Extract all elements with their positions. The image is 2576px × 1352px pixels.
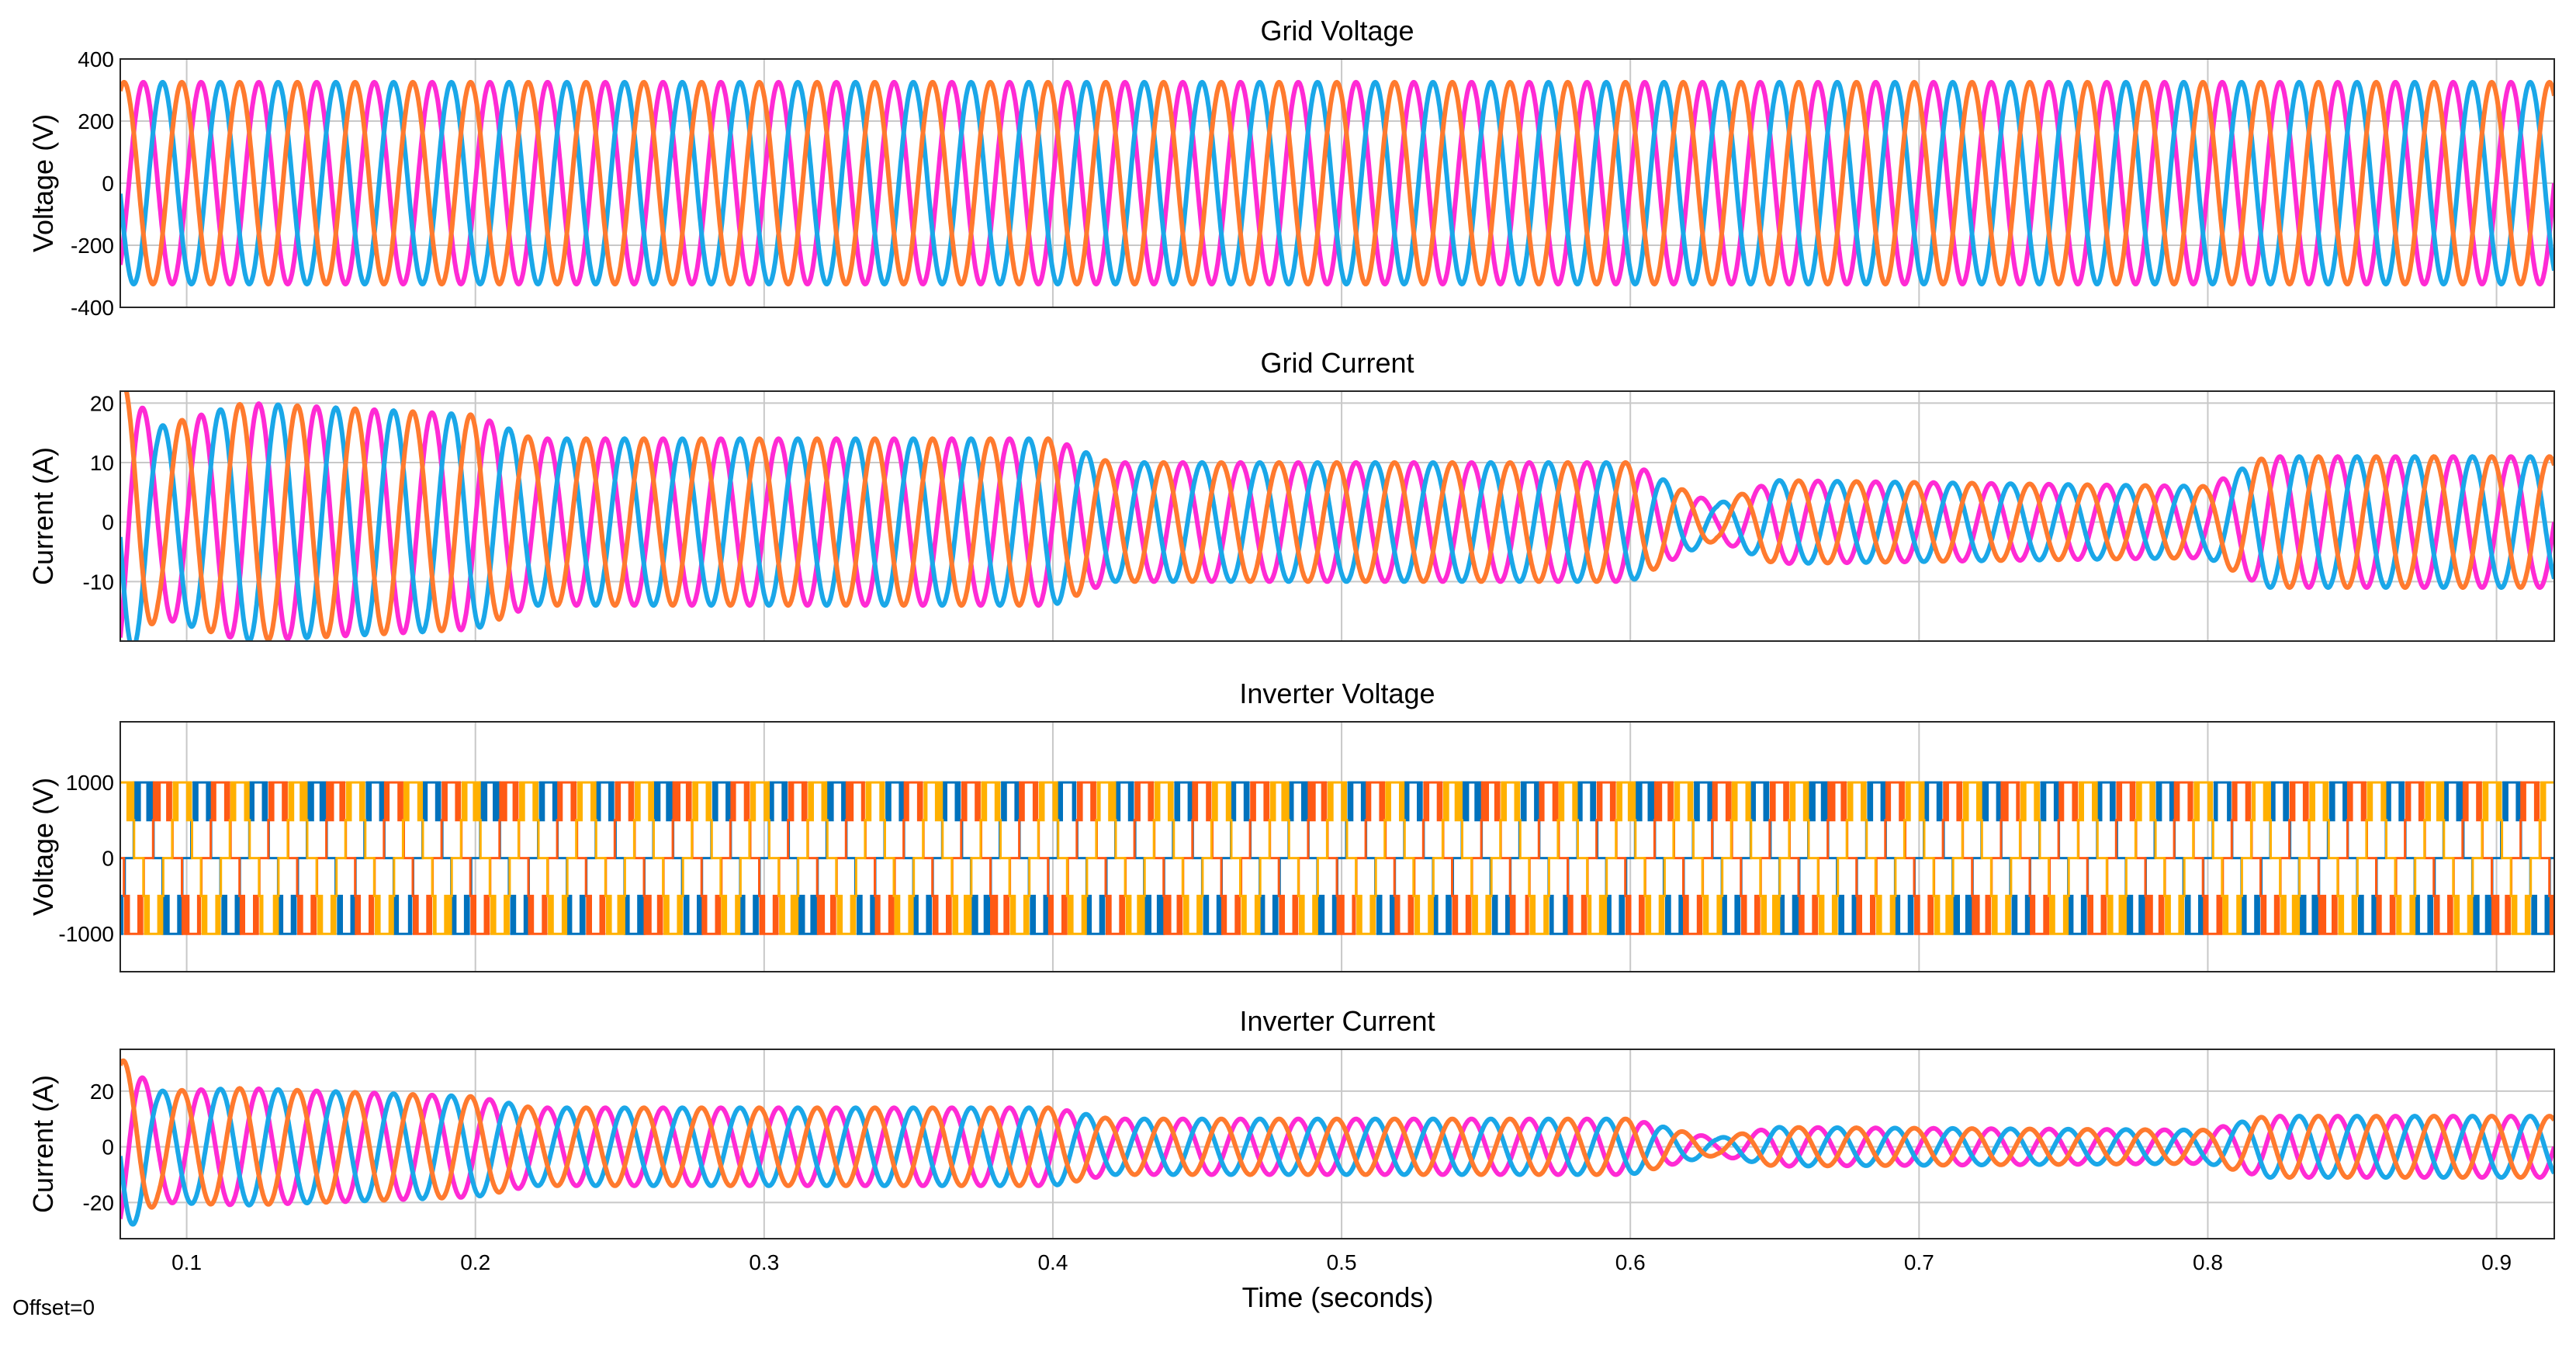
chart-title: Inverter Voltage xyxy=(1239,678,1435,709)
x-tick-label: 0.3 xyxy=(749,1250,779,1274)
series-line-phase-c xyxy=(120,79,2554,287)
x-tick-label: 0.9 xyxy=(2481,1250,2512,1274)
y-axis-label: Current (A) xyxy=(27,1075,59,1213)
chart-title: Inverter Current xyxy=(1239,1005,1435,1037)
offset-label: Offset=0 xyxy=(12,1295,95,1319)
axes-frame xyxy=(119,721,2555,972)
axes-frame xyxy=(119,390,2555,642)
y-tick-label: 1000 xyxy=(66,771,114,795)
y-tick-label: 0 xyxy=(102,511,114,535)
x-tick-label: 0.5 xyxy=(1327,1250,1357,1274)
panel-3: Inverter Voltage 1000 0 -1000 Voltage (V) xyxy=(27,678,2555,972)
x-axis-label: Time (seconds) xyxy=(1242,1281,1434,1313)
y-tick-label: -1000 xyxy=(58,922,114,946)
series-line-phase-b xyxy=(120,79,2554,287)
panel-4: Inverter Current 20 0 -20 Current (A) 0.1 0.2 0… xyxy=(27,1005,2555,1274)
y-axis-label: Voltage (V) xyxy=(27,778,59,916)
y-axis-label: Voltage (V) xyxy=(27,114,59,252)
y-tick-label: -20 xyxy=(83,1191,114,1215)
y-tick-label: 0 xyxy=(102,172,114,196)
series-line-phase-b xyxy=(120,1087,2554,1227)
y-tick-label: 400 xyxy=(78,47,114,71)
panel-2: Grid Current 20 10 0 -10 Current (A) xyxy=(27,347,2555,642)
y-tick-label: 0 xyxy=(102,1135,114,1160)
x-tick-label: 0.4 xyxy=(1037,1250,1068,1274)
x-tick-label: 0.7 xyxy=(1904,1250,1934,1274)
series-line-phase-b xyxy=(120,781,2554,935)
series-line-phase-c xyxy=(120,1058,2554,1210)
y-tick-label: 0 xyxy=(102,847,114,871)
x-tick-label: 0.1 xyxy=(171,1250,202,1274)
axes-frame xyxy=(119,58,2555,308)
chart-title: Grid Current xyxy=(1260,347,1414,379)
y-tick-label: 20 xyxy=(90,1080,114,1104)
y-tick-label: 10 xyxy=(90,451,114,475)
y-tick-label: -400 xyxy=(71,296,114,320)
series-line-phase-c xyxy=(120,391,2554,641)
series-line-phase-b xyxy=(120,402,2554,641)
y-axis-label: Current (A) xyxy=(27,447,59,585)
series-line-phase-c xyxy=(120,781,2554,935)
x-tick-label: 0.6 xyxy=(1615,1250,1646,1274)
chart-title: Grid Voltage xyxy=(1260,15,1414,47)
x-tick-label: 0.8 xyxy=(2193,1250,2223,1274)
y-tick-label: -200 xyxy=(71,234,114,258)
y-tick-label: -10 xyxy=(83,570,114,594)
y-tick-label: 20 xyxy=(90,391,114,415)
x-tick-label: 0.2 xyxy=(460,1250,490,1274)
axes-frame xyxy=(119,1049,2555,1239)
y-tick-label: 200 xyxy=(78,109,114,133)
panel-1: Grid Voltage 400 200 0 -200 -400 Voltage (V) xyxy=(27,15,2555,320)
